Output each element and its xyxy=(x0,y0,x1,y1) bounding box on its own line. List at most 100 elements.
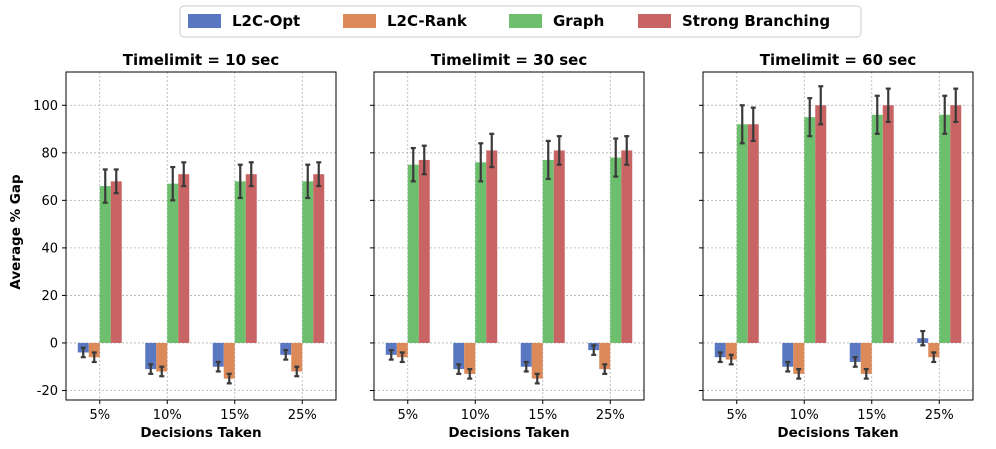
x-axis-label: Decisions Taken xyxy=(140,425,261,441)
subplot-title: Timelimit = 30 sec xyxy=(431,51,588,69)
bar-l2c-rank-10pct xyxy=(156,342,168,372)
bar-l2c-opt-5pct xyxy=(385,342,397,355)
error-bar-l2c-opt-5pct xyxy=(717,351,723,364)
subplot-3: 5% 10% 15% 25% Timelimit = 60 sec Decisions T… xyxy=(699,51,974,441)
error-bar-strong-branching-5pct xyxy=(113,168,119,195)
error-bar-l2c-rank-25pct xyxy=(602,363,608,375)
error-bar-l2c-rank-15pct xyxy=(226,372,232,385)
error-bar-l2c-rank-5pct xyxy=(728,353,734,366)
error-bar-strong-branching-25pct xyxy=(953,87,959,124)
y-tick-label-2: 20 xyxy=(41,289,58,304)
bar-graph-5pct xyxy=(407,164,419,343)
error-bar-l2c-opt-10pct xyxy=(785,360,791,373)
legend-swatch-1 xyxy=(343,14,376,28)
error-bar-strong-branching-15pct xyxy=(885,87,891,124)
x-tick-label-3: 25% xyxy=(925,408,954,423)
y-tick-label-0: -20 xyxy=(37,384,58,399)
bar-l2c-opt-10pct xyxy=(453,342,465,370)
plot-frame xyxy=(373,71,645,401)
bar-l2c-rank-25pct xyxy=(291,342,303,372)
y-tick-label-5: 80 xyxy=(41,146,58,161)
x-tick-label-0: 5% xyxy=(726,408,747,423)
legend-label-1: L2C-Rank xyxy=(387,12,468,30)
error-bar-graph-5pct xyxy=(410,146,416,183)
y-tick-label-6: 100 xyxy=(33,99,58,114)
bar-graph-5pct xyxy=(99,186,111,343)
bar-graph-25pct xyxy=(939,114,951,343)
legend: L2C-Opt L2C-Rank Graph Strong Branching xyxy=(179,5,862,38)
bar-strong-branching-25pct xyxy=(621,150,633,343)
error-bar-l2c-opt-25pct xyxy=(283,348,289,361)
error-bar-graph-15pct xyxy=(545,139,551,181)
bar-strong-branching-25pct xyxy=(950,105,962,343)
error-bar-strong-branching-15pct xyxy=(248,161,254,188)
x-axis-label: Decisions Taken xyxy=(777,425,898,441)
error-bar-strong-branching-10pct xyxy=(181,161,187,188)
bar-strong-branching-10pct xyxy=(815,105,827,343)
error-bar-graph-15pct xyxy=(874,94,880,135)
legend-label-0: L2C-Opt xyxy=(232,12,300,30)
bar-graph-10pct xyxy=(167,183,179,343)
bar-strong-branching-5pct xyxy=(110,181,122,343)
plot-frame xyxy=(702,71,974,401)
error-bar-graph-25pct xyxy=(305,163,311,200)
bar-strong-branching-10pct xyxy=(178,174,190,343)
bar-strong-branching-5pct xyxy=(747,124,759,343)
bar-strong-branching-10pct xyxy=(486,150,498,343)
error-bar-graph-15pct xyxy=(237,163,243,200)
x-tick-label-2: 15% xyxy=(528,408,557,423)
error-bar-graph-25pct xyxy=(613,137,619,178)
error-bar-l2c-opt-15pct xyxy=(215,360,221,373)
error-bar-graph-10pct xyxy=(478,142,484,183)
error-bar-l2c-opt-5pct xyxy=(80,346,86,359)
subplot-title: Timelimit = 10 sec xyxy=(123,51,280,69)
plot-frame xyxy=(65,71,337,401)
bar-l2c-opt-10pct xyxy=(145,342,157,370)
subplot-1: -20 0 20 40 60 80 100 5% 10% 15% 25% Timelimit = 10… xyxy=(33,51,337,441)
bar-l2c-rank-5pct xyxy=(725,342,737,360)
error-bar-l2c-rank-10pct xyxy=(467,368,473,380)
error-bar-l2c-rank-25pct xyxy=(931,351,937,364)
legend-label-3: Strong Branching xyxy=(682,12,830,30)
subplot-title: Timelimit = 60 sec xyxy=(760,51,917,69)
bar-graph-25pct xyxy=(610,157,622,343)
bar-l2c-rank-10pct xyxy=(464,342,476,374)
bar-strong-branching-15pct xyxy=(882,105,894,343)
x-tick-label-1: 10% xyxy=(461,408,490,423)
bar-graph-10pct xyxy=(804,117,816,343)
legend-swatch-0 xyxy=(188,14,221,28)
error-bar-graph-10pct xyxy=(170,165,176,202)
error-bar-strong-branching-10pct xyxy=(818,85,824,126)
legend-label-2: Graph xyxy=(553,12,604,30)
error-bar-graph-25pct xyxy=(942,94,948,135)
bar-l2c-rank-15pct xyxy=(223,342,235,379)
legend-swatch-2 xyxy=(509,14,542,28)
bar-l2c-rank-10pct xyxy=(793,342,805,374)
legend-swatch-3 xyxy=(638,14,671,28)
error-bar-l2c-opt-25pct xyxy=(920,329,926,347)
error-bar-l2c-rank-5pct xyxy=(399,351,405,364)
error-bar-strong-branching-25pct xyxy=(316,161,322,188)
bar-graph-15pct xyxy=(871,114,883,343)
bar-l2c-rank-25pct xyxy=(599,342,611,370)
error-bar-l2c-opt-10pct xyxy=(456,363,462,375)
bar-l2c-opt-10pct xyxy=(782,342,794,367)
error-bar-strong-branching-5pct xyxy=(421,144,427,176)
error-bar-l2c-rank-10pct xyxy=(796,368,802,380)
error-bar-l2c-rank-15pct xyxy=(863,368,869,380)
bar-strong-branching-15pct xyxy=(245,174,257,343)
error-bar-l2c-rank-25pct xyxy=(294,365,300,378)
bar-strong-branching-5pct xyxy=(418,159,430,343)
bar-l2c-opt-15pct xyxy=(212,342,224,367)
error-bar-l2c-opt-15pct xyxy=(852,356,858,368)
x-tick-label-0: 5% xyxy=(89,408,110,423)
bar-graph-15pct xyxy=(234,181,246,343)
bar-l2c-opt-5pct xyxy=(714,342,726,358)
bar-l2c-opt-15pct xyxy=(520,342,532,367)
x-tick-label-1: 10% xyxy=(790,408,819,423)
y-tick-label-1: 0 xyxy=(50,336,58,351)
x-tick-label-1: 10% xyxy=(153,408,182,423)
error-bar-l2c-opt-15pct xyxy=(523,360,529,373)
bar-graph-15pct xyxy=(542,159,554,343)
